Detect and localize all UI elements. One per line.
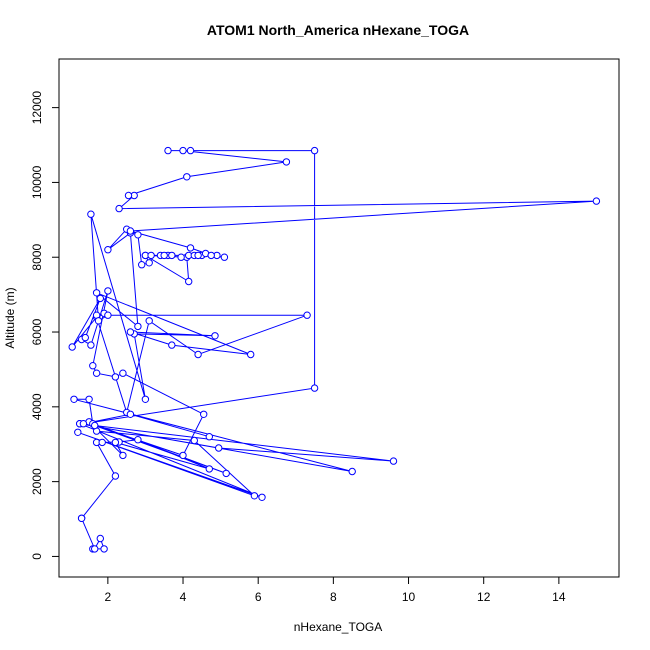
data-point xyxy=(124,191,133,200)
data-point xyxy=(147,251,155,260)
y-tick-label: 8000 xyxy=(30,244,44,271)
data-point xyxy=(96,534,105,543)
data-point xyxy=(104,287,112,295)
x-tick-label: 10 xyxy=(402,590,416,604)
chart-title: ATOM1 North_America nHexane_TOGA xyxy=(207,22,469,38)
data-point xyxy=(111,373,120,381)
data-point xyxy=(310,146,319,155)
data-point xyxy=(185,277,193,286)
data-point xyxy=(94,317,103,325)
data-point xyxy=(310,384,319,392)
y-tick-label: 6000 xyxy=(30,318,44,345)
data-point xyxy=(111,472,120,480)
data-point xyxy=(145,317,153,325)
data-point xyxy=(186,146,195,155)
data-point xyxy=(111,438,120,447)
data-point xyxy=(92,369,101,377)
y-tick-label: 4000 xyxy=(30,393,44,420)
data-point xyxy=(141,395,150,403)
data-point xyxy=(145,259,153,267)
x-axis: 2 4 6 8 10 12 14 xyxy=(105,576,566,604)
data-point xyxy=(168,341,176,349)
data-point xyxy=(200,410,208,418)
y-tick-label: 0 xyxy=(30,553,44,560)
x-tick-label: 2 xyxy=(105,590,112,604)
data-point xyxy=(98,438,106,447)
data-point xyxy=(168,251,176,260)
x-tick-label: 6 xyxy=(255,590,262,604)
data-point xyxy=(186,244,195,252)
data-point xyxy=(211,332,219,340)
x-tick-label: 4 xyxy=(180,590,187,604)
x-tick-label: 8 xyxy=(330,590,337,604)
x-tick-label: 12 xyxy=(477,590,491,604)
y-tick-label: 10000 xyxy=(30,165,44,199)
data-point xyxy=(126,410,135,418)
y-axis-label: Altitude (m) xyxy=(3,287,17,348)
data-point xyxy=(85,395,93,403)
data-point xyxy=(126,227,135,235)
data-point xyxy=(258,493,266,501)
data-point xyxy=(119,369,127,377)
x-axis-label: nHexane_TOGA xyxy=(294,620,383,634)
data-point xyxy=(205,465,214,473)
data-point xyxy=(104,246,112,254)
data-point xyxy=(134,322,142,331)
data-point xyxy=(74,428,82,436)
series-line xyxy=(71,150,597,551)
data-point xyxy=(348,467,356,476)
data-point xyxy=(138,261,146,269)
y-tick-label: 12000 xyxy=(30,91,44,125)
y-tick-label: 2000 xyxy=(30,468,44,495)
data-point xyxy=(70,395,78,403)
data-point xyxy=(134,436,142,444)
data-point xyxy=(194,350,202,359)
data-point xyxy=(303,311,311,319)
data-point xyxy=(207,251,215,260)
data-point xyxy=(91,421,99,430)
data-point xyxy=(87,210,95,218)
data-point xyxy=(160,251,168,260)
data-point xyxy=(194,251,202,260)
data-point xyxy=(77,514,86,522)
data-point xyxy=(79,420,88,428)
data-point xyxy=(164,146,172,155)
data-point xyxy=(220,253,229,261)
data-point xyxy=(87,341,95,349)
data-point xyxy=(190,436,199,445)
data-point xyxy=(104,311,112,319)
data-point xyxy=(134,231,142,239)
data-point xyxy=(92,289,101,297)
data-point xyxy=(179,451,187,460)
data-point xyxy=(115,204,123,213)
data-point xyxy=(91,545,99,553)
y-axis: 0 2000 4000 6000 8000 10000 12000 xyxy=(30,91,60,560)
data-point xyxy=(247,350,255,359)
data-point xyxy=(183,173,191,181)
data-point xyxy=(215,444,223,452)
data-point xyxy=(250,492,259,500)
x-tick-label: 14 xyxy=(552,590,566,604)
data-point xyxy=(177,253,185,261)
data-series xyxy=(68,146,601,553)
data-point xyxy=(96,294,105,303)
data-point xyxy=(389,457,398,465)
data-point xyxy=(100,545,108,553)
data-point xyxy=(179,146,187,155)
data-point xyxy=(282,158,291,166)
data-point xyxy=(119,451,127,460)
data-point xyxy=(222,469,230,478)
data-point xyxy=(89,362,97,370)
plot-frame xyxy=(58,58,620,578)
data-point xyxy=(126,328,135,336)
data-point xyxy=(205,433,214,441)
data-point xyxy=(68,343,76,351)
data-point xyxy=(592,197,601,205)
data-point xyxy=(81,333,90,342)
